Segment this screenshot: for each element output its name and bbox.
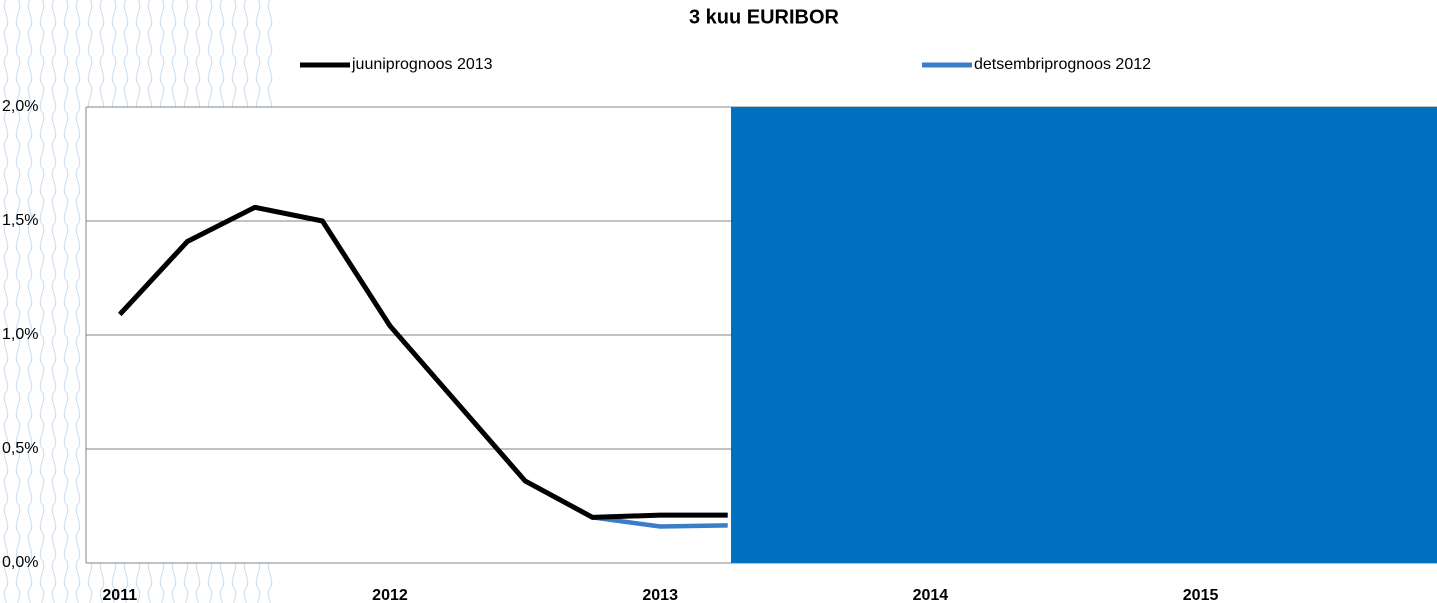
overlay-box: [731, 107, 1437, 563]
y-tick-label: 2,0%: [2, 98, 38, 115]
x-tick-label: 2013: [642, 587, 678, 603]
x-tick-label: 2012: [372, 587, 408, 603]
x-tick-label: 2015: [1183, 587, 1219, 603]
legend-label: juuniprognoos 2013: [351, 56, 493, 73]
y-tick-label: 1,5%: [2, 212, 38, 229]
x-tick-label: 2011: [102, 587, 137, 603]
y-tick-label: 0,0%: [2, 554, 38, 571]
series-line: [592, 515, 728, 529]
y-tick-label: 0,5%: [2, 440, 38, 457]
chart-title: 3 kuu EURIBOR: [689, 6, 840, 28]
y-tick-label: 1,0%: [2, 326, 38, 343]
x-tick-label: 2014: [913, 587, 949, 603]
series-line: [117, 204, 728, 520]
legend-label: detsembriprognoos 2012: [974, 56, 1151, 73]
